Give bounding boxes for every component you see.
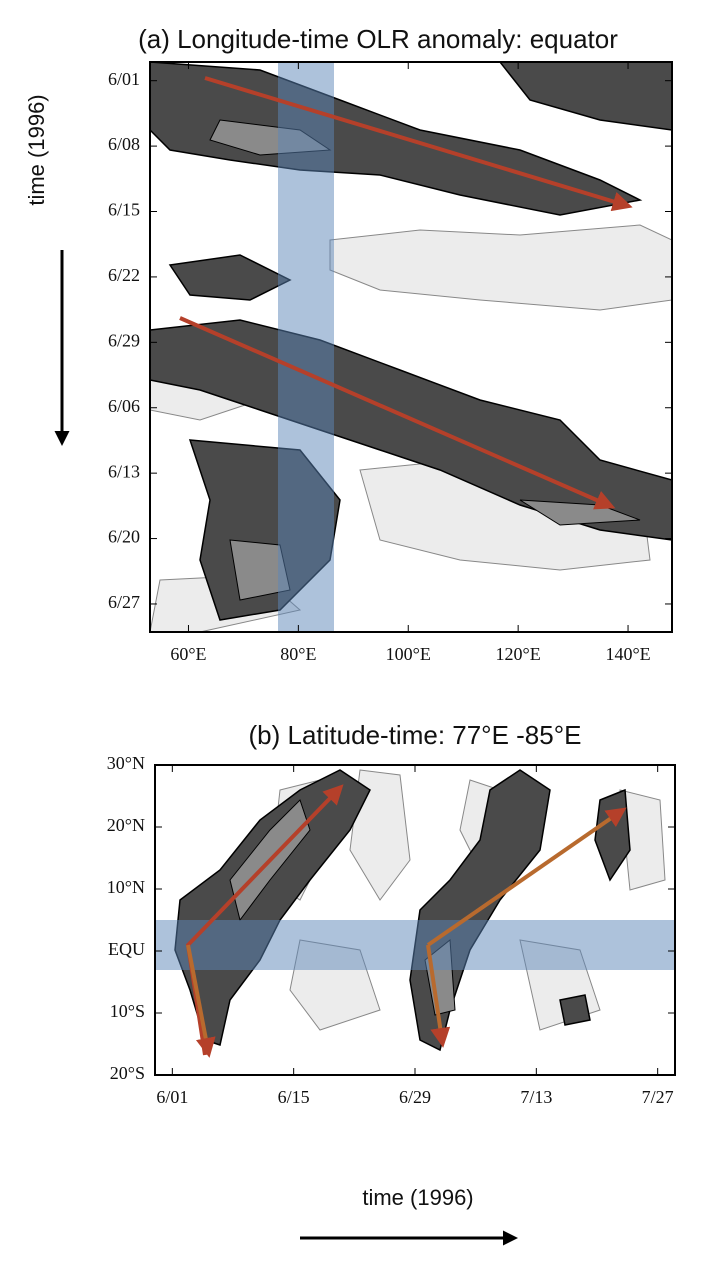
- chart-title: (b) Latitude-time: 77°E -85°E: [249, 720, 582, 750]
- x-tick-label: 100°E: [386, 644, 431, 664]
- chart-title: (a) Longitude-time OLR anomaly: equator: [138, 24, 618, 54]
- propagation-arrow: [204, 76, 633, 212]
- propagation-arrow: [426, 944, 451, 1048]
- y-tick-label: 6/29: [108, 330, 140, 350]
- contour-field: [150, 62, 672, 632]
- y-tick-label: EQU: [108, 939, 145, 959]
- y-tick-label: 10°S: [110, 1001, 145, 1021]
- x-tick-label: 120°E: [496, 644, 541, 664]
- y-tick-label: 20°S: [110, 1063, 145, 1083]
- propagation-arrow: [426, 807, 627, 947]
- y-tick-label: 6/20: [108, 527, 140, 547]
- x-tick-label: 6/29: [399, 1087, 431, 1107]
- highlight-band: [278, 62, 334, 632]
- x-tick-label: 6/15: [278, 1087, 310, 1107]
- y-axis-label: time (1996): [24, 94, 49, 205]
- propagation-arrow: [179, 316, 616, 510]
- y-tick-label: 6/15: [108, 200, 140, 220]
- x-tick-label: 7/27: [642, 1087, 674, 1107]
- y-tick-label: 20°N: [107, 815, 145, 835]
- y-tick-label: 6/01: [108, 69, 140, 89]
- contour-field: [174, 769, 666, 1052]
- x-tick-label: 140°E: [605, 644, 650, 664]
- x-tick-label: 7/13: [520, 1087, 552, 1107]
- highlight-band: [155, 920, 675, 970]
- x-axis-label: time (1996): [362, 1185, 473, 1210]
- x-tick-label: 80°E: [280, 644, 316, 664]
- y-tick-label: 6/27: [108, 592, 140, 612]
- propagation-arrow: [186, 944, 216, 1058]
- y-tick-label: 6/06: [108, 396, 140, 416]
- plot-frame: [149, 61, 673, 633]
- x-tick-label: 6/01: [156, 1087, 188, 1107]
- y-tick-label: 10°N: [107, 877, 145, 897]
- y-tick-label: 6/08: [108, 134, 140, 154]
- y-tick-label: 6/13: [108, 461, 140, 481]
- y-tick-label: 6/22: [108, 265, 140, 285]
- y-tick-label: 30°N: [107, 753, 145, 773]
- x-tick-label: 60°E: [170, 644, 206, 664]
